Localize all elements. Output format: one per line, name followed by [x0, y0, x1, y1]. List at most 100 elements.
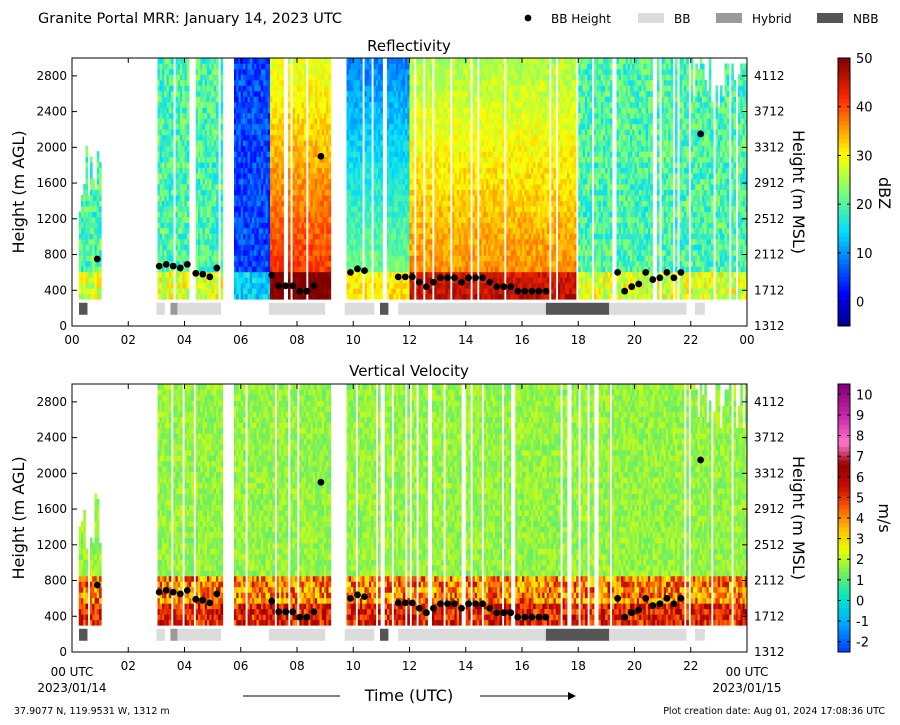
y-tick-label-right: 1712: [754, 283, 785, 297]
bb-height-point-25: [423, 609, 430, 616]
legend-swatch-bb: [638, 13, 664, 23]
colorbar-tick-label: 40: [856, 101, 873, 116]
bb-height-point-22: [402, 273, 409, 280]
bb-height-point-41: [535, 288, 542, 295]
x-tick-label: 06: [233, 659, 248, 673]
y-tick-label: 2000: [36, 140, 67, 154]
legend-bb-height-marker: [525, 15, 532, 22]
bb-height-point-20: [361, 267, 368, 274]
bb-height-point-2: [163, 587, 170, 594]
figure-title: Granite Portal MRR: January 14, 2023 UTC: [38, 11, 342, 27]
x-end-label: 00 UTC: [726, 665, 769, 679]
bb-height-point-42: [543, 288, 550, 295]
x-tick-label: 08: [289, 659, 304, 673]
bb-height-point-52: [678, 269, 685, 276]
bb-height-point-48: [649, 276, 656, 283]
colorbar-tick-label: 8: [856, 430, 864, 445]
bb-height-point-32: [472, 600, 479, 607]
x-end-date: 2023/01/15: [712, 681, 781, 695]
bb-height-point-17: [318, 479, 325, 486]
bb-height-point-7: [199, 271, 206, 278]
colorbar-tick-label: 10: [856, 247, 873, 262]
bb-height-point-38: [514, 614, 521, 621]
bb-height-point-27: [437, 600, 444, 607]
x-tick-label: 18: [571, 659, 586, 673]
legend-label: NBB: [853, 12, 878, 26]
bb-height-point-40: [528, 614, 535, 621]
y-tick-label-right: 3312: [754, 466, 785, 480]
bb-height-point-26: [430, 279, 437, 286]
y-tick-label-right: 1712: [754, 609, 785, 623]
x-tick-label: 22: [683, 333, 698, 347]
bb-height-point-27: [437, 274, 444, 281]
y-tick-label-right: 4112: [754, 395, 785, 409]
velocity-panel: Vertical Velocity 02 04 06 08 10 12 14 16 18 20 22…: [9, 362, 894, 673]
bb-height-point-2: [163, 261, 170, 268]
bb-height-point-18: [347, 269, 354, 276]
bb-height-point-38: [514, 288, 521, 295]
bb-height-point-50: [663, 269, 670, 276]
creation-date-text: Plot creation date: Aug 01, 2024 17:08:3…: [663, 706, 885, 717]
colorbar-tick-label: 50: [856, 52, 873, 67]
velocity-colorbar-label: m/s: [875, 503, 894, 532]
bb-height-point-12: [282, 608, 289, 615]
colorbar-tick-label: 1: [856, 574, 864, 589]
colorbar-tick-label: -2: [856, 636, 869, 651]
bb-height-point-29: [451, 600, 458, 607]
bb-height-point-46: [635, 607, 642, 614]
colorbar-tick-label: 10: [856, 388, 873, 403]
legend-label: Hybrid: [752, 12, 792, 26]
y-tick-label: 800: [44, 574, 67, 588]
bb-height-point-39: [521, 614, 528, 621]
bb-height-point-8: [206, 273, 213, 280]
bb-height-point-36: [500, 283, 507, 290]
bb-segment-7: [398, 629, 546, 641]
y-tick-label: 400: [44, 283, 67, 297]
bb-height-point-26: [430, 605, 437, 612]
bb-height-point-47: [642, 269, 649, 276]
bb-height-point-44: [621, 614, 628, 621]
bb-height-point-14: [296, 288, 303, 295]
xlabel-arrow-head: [568, 692, 576, 700]
y-tick-label: 2800: [36, 395, 67, 409]
bb-height-point-21: [395, 599, 402, 606]
bb-height-point-42: [543, 614, 550, 621]
colorbar-tick-label: 5: [856, 491, 864, 506]
bb-height-point-53: [697, 131, 704, 138]
y-tick-label: 800: [44, 248, 67, 262]
y-tick-label: 2800: [36, 69, 67, 83]
x-tick-label: 08: [289, 333, 304, 347]
y-tick-label-right: 3712: [754, 431, 785, 445]
bb-height-point-24: [416, 605, 423, 612]
y-tick-label-right: 3312: [754, 140, 785, 154]
x-tick-label: 04: [177, 659, 192, 673]
y-tick-label-right: 4112: [754, 69, 785, 83]
y-tick-label-right: 2912: [754, 176, 785, 190]
x-tick-label: 02: [121, 333, 136, 347]
reflectivity-ylabel: Height (m AGL): [9, 130, 28, 253]
velocity-ylabel: Height (m AGL): [9, 456, 28, 579]
bb-height-point-17: [318, 153, 325, 160]
location-text: 37.9077 N, 119.9531 W, 1312 m: [14, 706, 170, 717]
y-tick-label-right: 2512: [754, 212, 785, 226]
bb-segment-2: [170, 629, 177, 641]
legend-swatch-hybrid: [716, 13, 742, 23]
bb-height-point-14: [296, 614, 303, 621]
bb-height-point-0: [94, 582, 101, 589]
bb-segment-4: [269, 303, 325, 315]
bb-height-point-16: [310, 282, 317, 289]
y-tick-label-right: 2112: [754, 574, 785, 588]
bb-height-point-47: [642, 595, 649, 602]
y-tick-label: 2400: [36, 431, 67, 445]
bb-height-point-28: [444, 274, 451, 281]
bb-height-point-1: [156, 263, 163, 270]
bb-height-point-48: [649, 602, 656, 609]
bb-height-point-37: [507, 283, 514, 290]
x-tick-label: 10: [346, 659, 361, 673]
x-start-label: 00 UTC: [51, 665, 94, 679]
velocity-heatmap: [79, 384, 748, 626]
bb-height-point-4: [177, 265, 184, 272]
bb-height-point-36: [500, 609, 507, 616]
bb-segment-0: [79, 303, 87, 315]
